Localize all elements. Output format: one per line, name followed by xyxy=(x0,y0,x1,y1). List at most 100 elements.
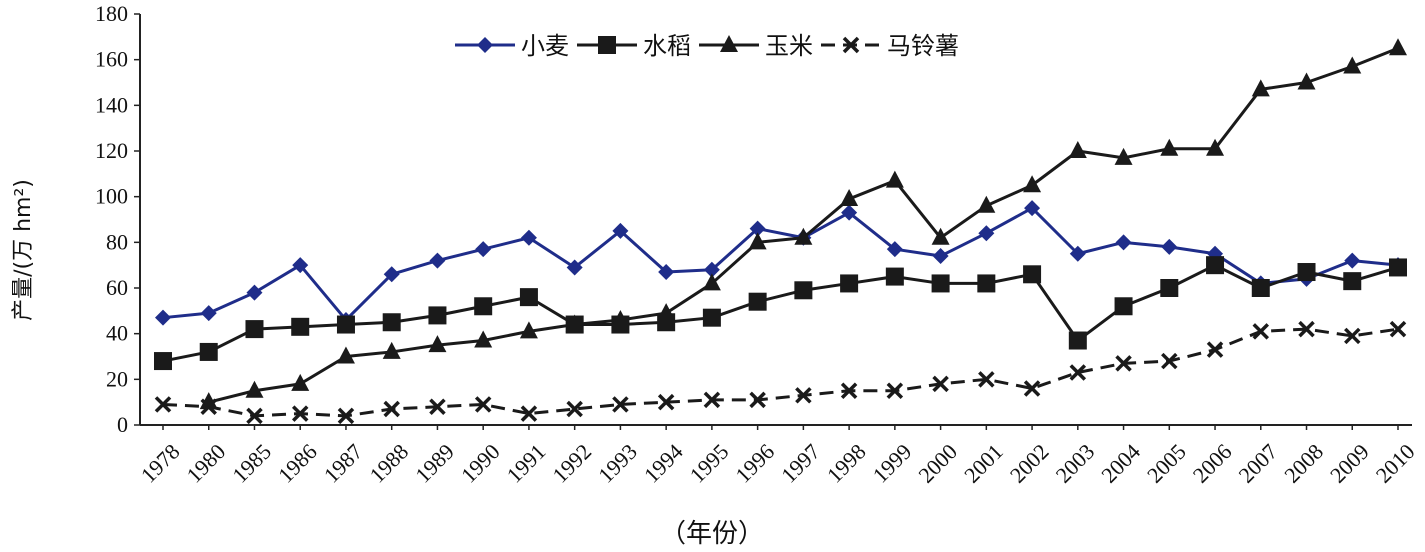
data-point xyxy=(1251,79,1270,97)
y-tick-label: 40 xyxy=(106,321,128,346)
data-point xyxy=(748,292,767,311)
data-point xyxy=(1206,341,1224,358)
data-point xyxy=(566,259,583,276)
data-point xyxy=(291,405,309,422)
x-tick-label: 2006 xyxy=(1188,439,1237,488)
x-tick-label: 2009 xyxy=(1325,439,1374,488)
x-tick-label: 2005 xyxy=(1142,439,1191,488)
x-tick-label: 1986 xyxy=(273,439,322,488)
y-tick-label: 80 xyxy=(106,229,128,254)
data-point xyxy=(291,317,310,336)
data-point xyxy=(336,315,355,334)
legend-label: 玉米 xyxy=(765,32,813,60)
data-point xyxy=(475,241,492,258)
data-point xyxy=(1343,272,1362,291)
data-point xyxy=(931,227,950,245)
data-point xyxy=(977,195,996,213)
data-point xyxy=(1206,256,1225,275)
data-point xyxy=(1115,234,1132,251)
x-tick-label: 2004 xyxy=(1096,439,1145,488)
data-point xyxy=(703,261,720,278)
data-point xyxy=(749,391,766,409)
data-point xyxy=(199,392,218,410)
x-tick-label: 1991 xyxy=(502,439,551,488)
y-axis-ticks: 0 20 40 60 80 100 120 140 160 180 xyxy=(95,1,140,437)
data-point xyxy=(657,393,675,411)
data-point xyxy=(155,309,171,326)
data-point xyxy=(292,257,309,274)
data-point xyxy=(1298,320,1315,338)
data-point xyxy=(978,371,995,388)
data-point xyxy=(658,264,675,281)
data-point xyxy=(611,309,630,327)
data-point xyxy=(246,407,263,425)
x-tick-label: 1990 xyxy=(456,439,505,488)
data-point xyxy=(932,248,949,265)
x-tick-label: 1989 xyxy=(410,439,459,488)
x-tick-label: 1992 xyxy=(547,439,596,488)
data-point xyxy=(1297,72,1316,90)
x-tick-label: 1994 xyxy=(639,439,688,488)
legend-label: 马铃薯 xyxy=(887,32,959,60)
series-group xyxy=(154,38,1407,425)
series-4 xyxy=(154,320,1407,425)
data-point xyxy=(657,303,676,321)
x-axis-label: （年份） xyxy=(660,519,764,549)
x-tick-label: 1988 xyxy=(364,439,413,488)
series-2 xyxy=(154,256,1407,371)
legend-item: 玉米 xyxy=(699,32,813,60)
data-point xyxy=(1023,265,1042,284)
y-tick-label: 180 xyxy=(95,1,128,26)
data-point xyxy=(1024,200,1041,217)
data-point xyxy=(885,267,904,286)
data-point xyxy=(336,346,355,364)
data-point xyxy=(1389,320,1407,338)
data-point xyxy=(1160,279,1179,297)
data-point xyxy=(702,308,721,327)
data-point xyxy=(1114,147,1133,165)
data-point xyxy=(612,396,629,413)
data-point xyxy=(1115,355,1132,372)
series-line xyxy=(162,206,1399,322)
data-point xyxy=(749,220,766,237)
data-point xyxy=(1161,238,1178,255)
data-point xyxy=(1069,364,1087,381)
data-point xyxy=(1389,258,1407,277)
legend-item: 水稻 xyxy=(577,32,691,60)
data-point xyxy=(1252,323,1270,340)
data-point xyxy=(932,375,949,393)
y-tick-label: 20 xyxy=(106,366,128,391)
data-point xyxy=(154,396,172,413)
legend-marker xyxy=(477,37,493,53)
x-tick-label: 1985 xyxy=(227,439,276,488)
data-point xyxy=(1069,245,1086,262)
data-point xyxy=(886,382,904,399)
legend-item: 小麦 xyxy=(455,32,569,60)
data-point xyxy=(566,400,583,418)
x-tick-label: 1987 xyxy=(319,439,368,488)
axes xyxy=(139,14,1412,426)
data-point xyxy=(474,396,492,413)
data-point xyxy=(1344,252,1361,269)
x-tick-label: 1993 xyxy=(593,439,642,488)
data-point xyxy=(702,273,721,291)
y-axis-label: 产量/(万 hm²) xyxy=(11,179,36,321)
data-point xyxy=(1206,138,1225,156)
data-point xyxy=(199,342,218,361)
data-point xyxy=(383,266,400,283)
data-point xyxy=(474,297,493,316)
x-tick-label: 2001 xyxy=(959,439,1008,488)
legend-label: 水稻 xyxy=(643,32,691,60)
data-point xyxy=(931,274,950,293)
data-point xyxy=(519,321,538,339)
data-point xyxy=(520,229,537,246)
data-point xyxy=(428,335,447,353)
data-point xyxy=(200,398,217,415)
data-point xyxy=(885,170,904,188)
data-point xyxy=(1023,175,1042,193)
data-point xyxy=(337,407,355,425)
data-point xyxy=(840,274,859,293)
data-point xyxy=(703,391,721,409)
x-tick-label: 1996 xyxy=(730,439,779,488)
data-point xyxy=(429,398,446,415)
